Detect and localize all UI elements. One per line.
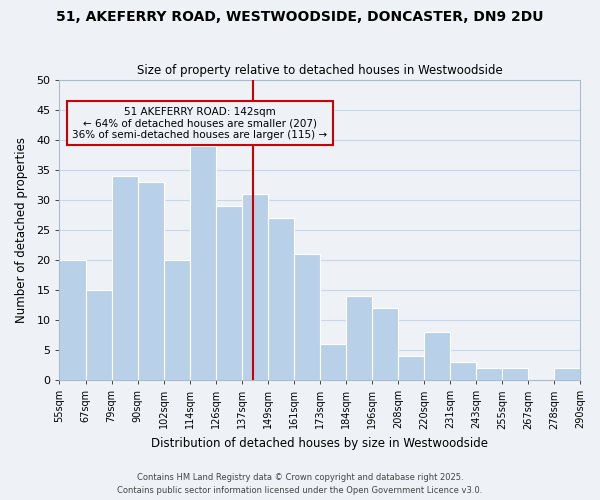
X-axis label: Distribution of detached houses by size in Westwoodside: Distribution of detached houses by size … bbox=[151, 437, 488, 450]
Bar bbox=[502, 368, 528, 380]
Bar bbox=[268, 218, 294, 380]
Text: 51, AKEFERRY ROAD, WESTWOODSIDE, DONCASTER, DN9 2DU: 51, AKEFERRY ROAD, WESTWOODSIDE, DONCAST… bbox=[56, 10, 544, 24]
Y-axis label: Number of detached properties: Number of detached properties bbox=[15, 137, 28, 323]
Bar bbox=[372, 308, 398, 380]
Bar bbox=[86, 290, 112, 380]
Bar bbox=[424, 332, 450, 380]
Title: Size of property relative to detached houses in Westwoodside: Size of property relative to detached ho… bbox=[137, 64, 503, 77]
Bar bbox=[476, 368, 502, 380]
Bar bbox=[450, 362, 476, 380]
Bar bbox=[59, 260, 86, 380]
Bar bbox=[242, 194, 268, 380]
Bar bbox=[346, 296, 372, 380]
Bar bbox=[398, 356, 424, 380]
Bar bbox=[190, 146, 215, 380]
Bar bbox=[215, 206, 242, 380]
Bar bbox=[164, 260, 190, 380]
Text: Contains HM Land Registry data © Crown copyright and database right 2025.
Contai: Contains HM Land Registry data © Crown c… bbox=[118, 474, 482, 495]
Bar bbox=[554, 368, 580, 380]
Bar bbox=[320, 344, 346, 380]
Bar bbox=[112, 176, 137, 380]
Text: 51 AKEFERRY ROAD: 142sqm
← 64% of detached houses are smaller (207)
36% of semi-: 51 AKEFERRY ROAD: 142sqm ← 64% of detach… bbox=[73, 106, 328, 140]
Bar bbox=[137, 182, 164, 380]
Bar bbox=[294, 254, 320, 380]
